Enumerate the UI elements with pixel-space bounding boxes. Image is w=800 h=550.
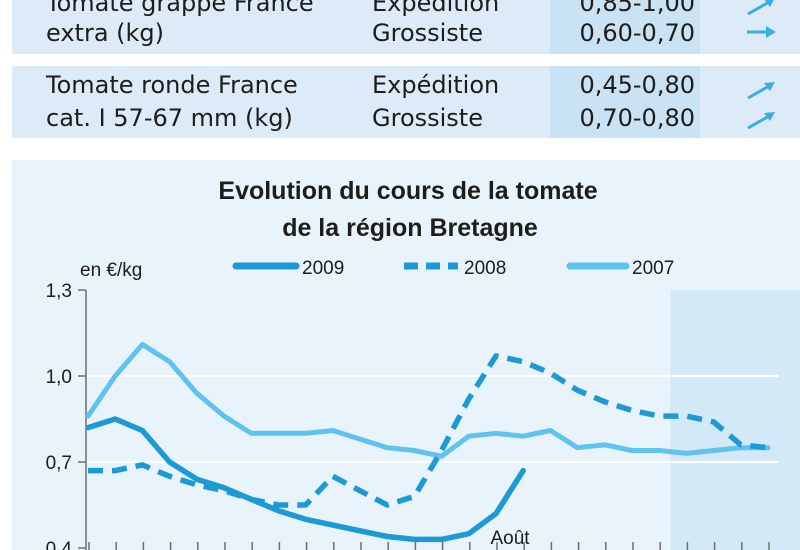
legend-label: 2007 [632, 258, 674, 279]
price-range: 0,45-0,80 [579, 71, 695, 99]
y-tick-label: 1,0 [46, 367, 72, 388]
y-tick-label: 1,3 [46, 281, 72, 302]
product-name-line: cat. I 57-67 mm (kg) [46, 104, 293, 132]
chart-panel [12, 160, 800, 550]
market-label: Grossiste [372, 104, 483, 132]
y-tick-label: 0,4 [46, 539, 73, 550]
market-label: Grossiste [372, 19, 483, 47]
chart-title-line: de la région Bretagne [282, 214, 538, 242]
chart-title-line: Evolution du cours de la tomate [218, 177, 597, 205]
x-annotation-label: Août [490, 528, 530, 549]
price-range: 0,70-0,80 [579, 104, 695, 132]
highlight-region [670, 290, 800, 550]
trend-up-icon [747, 0, 774, 16]
price-range: 0,60-0,70 [579, 19, 695, 47]
price-column-background [550, 0, 700, 138]
market-label: Expédition [372, 71, 500, 99]
price-range: 0,85-1,00 [579, 0, 695, 17]
row-separator [12, 54, 800, 66]
product-name-line: Tomate ronde France [46, 71, 298, 99]
trend-up-icon [747, 82, 775, 100]
legend-label: 2008 [464, 258, 506, 279]
trend-up-icon [747, 112, 775, 130]
y-axis-unit-label: en €/kg [80, 260, 142, 281]
series-line-2008 [88, 353, 769, 508]
legend-label: 2009 [302, 258, 344, 279]
series-line-2009 [85, 416, 526, 543]
trend-stable-icon [747, 26, 776, 38]
series-line-2007 [85, 342, 771, 459]
market-label: Expédition [372, 0, 500, 17]
product-name-line: Tomate grappe France [46, 0, 314, 17]
product-name-line: extra (kg) [46, 19, 165, 47]
y-tick-label: 0,7 [46, 453, 72, 474]
